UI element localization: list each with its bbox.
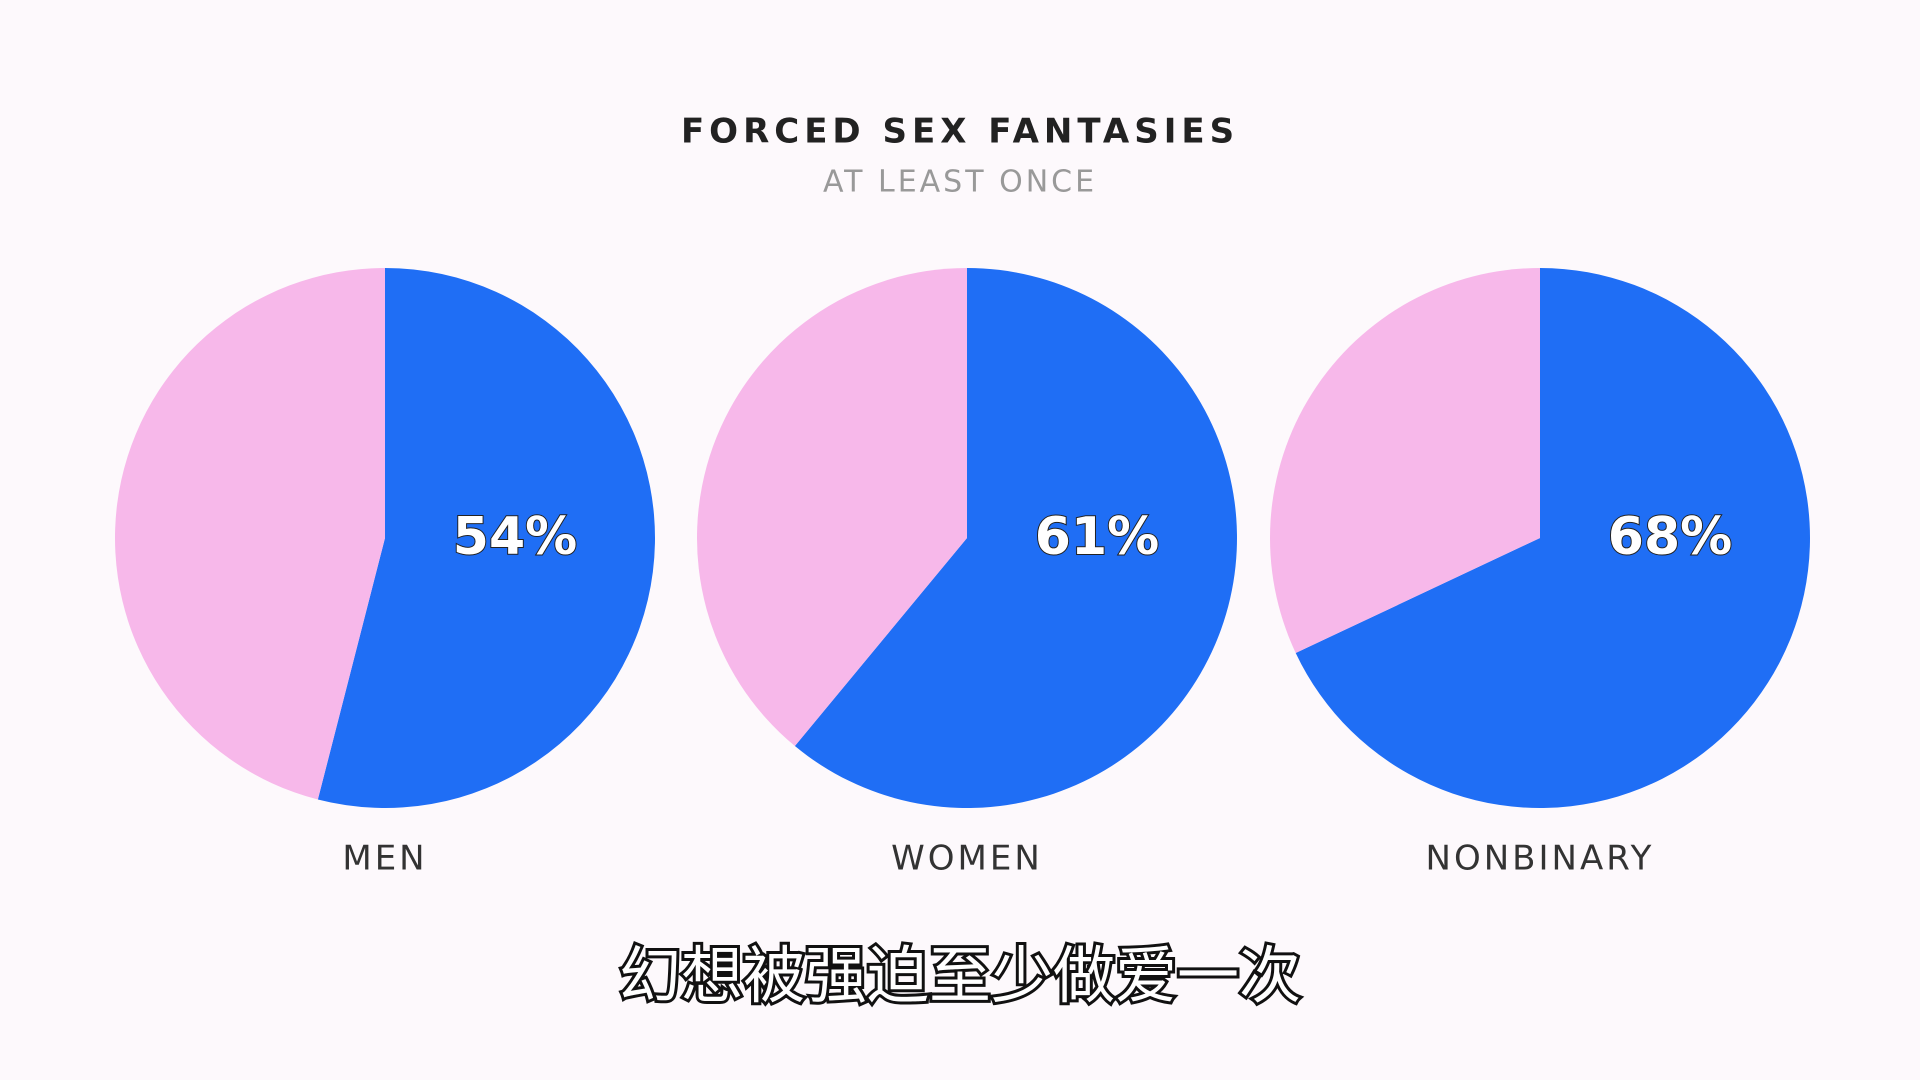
pie-slice (794, 268, 1238, 809)
chart-title: FORCED SEX FANTASIES (681, 112, 1239, 152)
pie-slice (1295, 268, 1810, 808)
pie-slice (1270, 268, 1540, 653)
value-label: 61% (1035, 507, 1159, 567)
category-label: WOMEN (891, 839, 1043, 879)
value-label: 68% (1608, 507, 1732, 567)
category-label: NONBINARY (1426, 839, 1655, 879)
category-label: MEN (342, 839, 427, 879)
chart-subtitle: AT LEAST ONCE (823, 165, 1097, 200)
pie-slice (697, 268, 967, 747)
value-label: 54% (453, 507, 577, 567)
caption: 幻想被强迫至少做爱一次 (619, 939, 1301, 1012)
pie-slice (115, 268, 386, 800)
pie-slice (317, 268, 656, 808)
